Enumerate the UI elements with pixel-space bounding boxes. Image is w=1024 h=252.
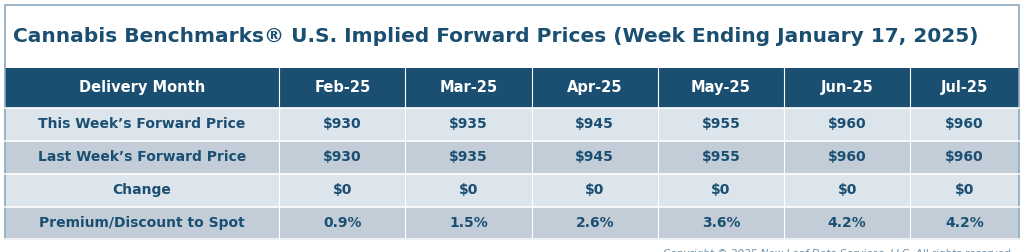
Text: Copyright © 2025 New Leaf Data Services, LLC. All rights reserved.: Copyright © 2025 New Leaf Data Services,… xyxy=(664,249,1014,252)
Text: $0: $0 xyxy=(955,183,974,197)
Bar xyxy=(5,68,1019,108)
Text: $955: $955 xyxy=(701,150,740,164)
Text: $945: $945 xyxy=(575,150,614,164)
Text: Jun-25: Jun-25 xyxy=(821,80,873,96)
Text: Jul-25: Jul-25 xyxy=(941,80,988,96)
Text: Premium/Discount to Spot: Premium/Discount to Spot xyxy=(39,216,245,230)
Text: $960: $960 xyxy=(827,150,866,164)
Text: 4.2%: 4.2% xyxy=(945,216,984,230)
Text: $960: $960 xyxy=(945,117,984,131)
Bar xyxy=(5,5,1019,68)
Text: $930: $930 xyxy=(323,117,361,131)
Text: $935: $935 xyxy=(450,117,487,131)
Text: Mar-25: Mar-25 xyxy=(439,80,498,96)
Text: $930: $930 xyxy=(323,150,361,164)
Text: $0: $0 xyxy=(333,183,352,197)
Bar xyxy=(5,141,1019,174)
Text: Delivery Month: Delivery Month xyxy=(79,80,205,96)
Text: 1.5%: 1.5% xyxy=(450,216,487,230)
Text: $935: $935 xyxy=(450,150,487,164)
Text: Last Week’s Forward Price: Last Week’s Forward Price xyxy=(38,150,247,164)
Text: $0: $0 xyxy=(459,183,478,197)
Text: 0.9%: 0.9% xyxy=(324,216,361,230)
Text: May-25: May-25 xyxy=(691,80,751,96)
Text: Cannabis Benchmarks® U.S. Implied Forward Prices (Week Ending January 17, 2025): Cannabis Benchmarks® U.S. Implied Forwar… xyxy=(13,27,979,46)
Text: $945: $945 xyxy=(575,117,614,131)
Text: 2.6%: 2.6% xyxy=(575,216,614,230)
Text: This Week’s Forward Price: This Week’s Forward Price xyxy=(39,117,246,131)
Text: Feb-25: Feb-25 xyxy=(314,80,371,96)
Text: 3.6%: 3.6% xyxy=(701,216,740,230)
Text: Change: Change xyxy=(113,183,172,197)
Text: $0: $0 xyxy=(838,183,857,197)
Text: 4.2%: 4.2% xyxy=(827,216,866,230)
Bar xyxy=(5,206,1019,239)
Text: Apr-25: Apr-25 xyxy=(567,80,623,96)
Text: $955: $955 xyxy=(701,117,740,131)
Text: $0: $0 xyxy=(712,183,731,197)
Text: $0: $0 xyxy=(585,183,604,197)
Bar xyxy=(5,108,1019,141)
Text: $960: $960 xyxy=(827,117,866,131)
Text: $960: $960 xyxy=(945,150,984,164)
Bar xyxy=(5,174,1019,206)
